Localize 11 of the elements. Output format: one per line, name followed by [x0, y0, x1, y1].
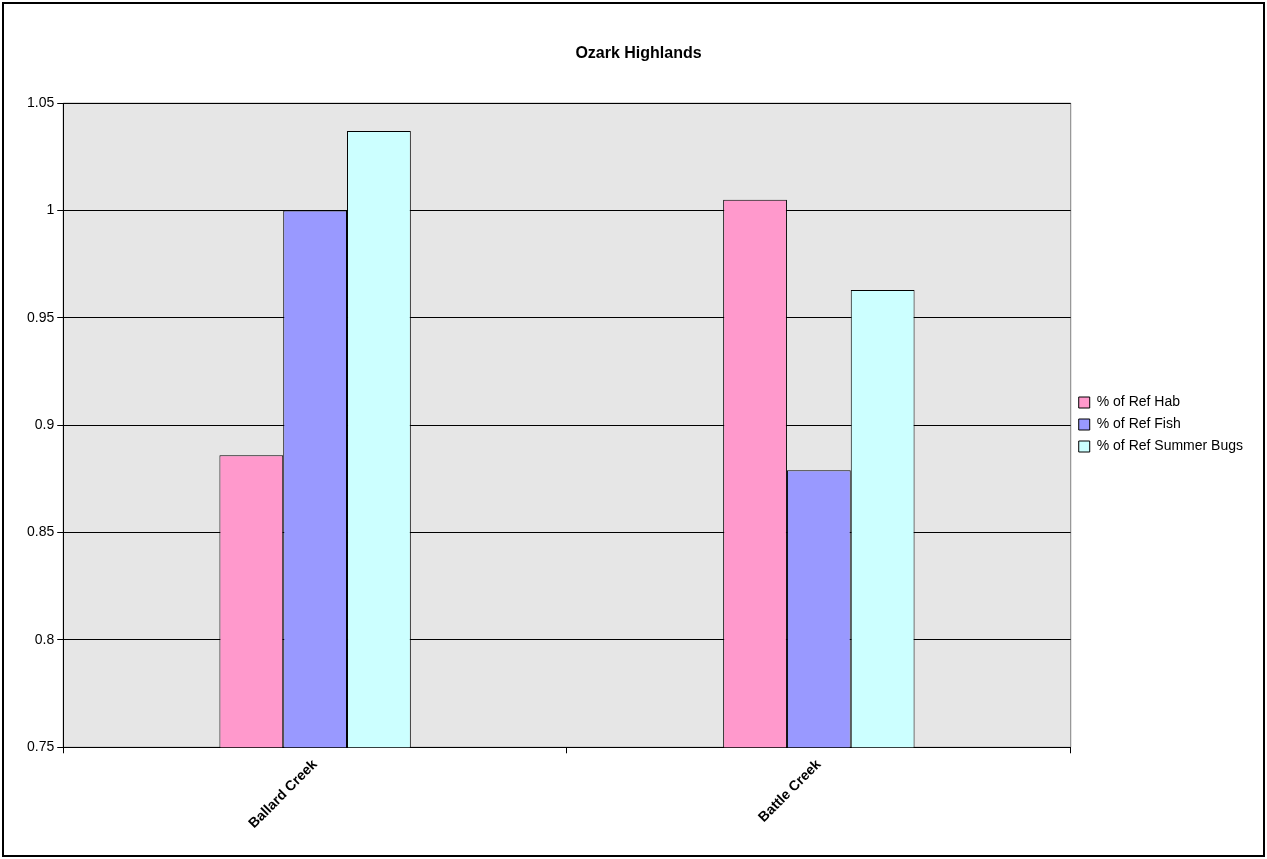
legend-label: % of Ref Hab — [1096, 393, 1181, 410]
y-tick-label: 0.9 — [34, 416, 55, 433]
y-tick-label: 0.95 — [27, 308, 55, 325]
y-tick-label: 0.85 — [27, 523, 55, 540]
legend-label: % of Ref Summer Bugs — [1096, 437, 1244, 454]
chart-title: Ozark Highlands — [575, 44, 702, 62]
y-tick-label: 1.05 — [27, 94, 55, 111]
y-tick-label: 0.8 — [34, 630, 55, 647]
y-tick-label: 0.75 — [27, 738, 55, 755]
legend-label: % of Ref Fish — [1096, 415, 1181, 432]
y-tick-label: 1 — [46, 201, 55, 218]
